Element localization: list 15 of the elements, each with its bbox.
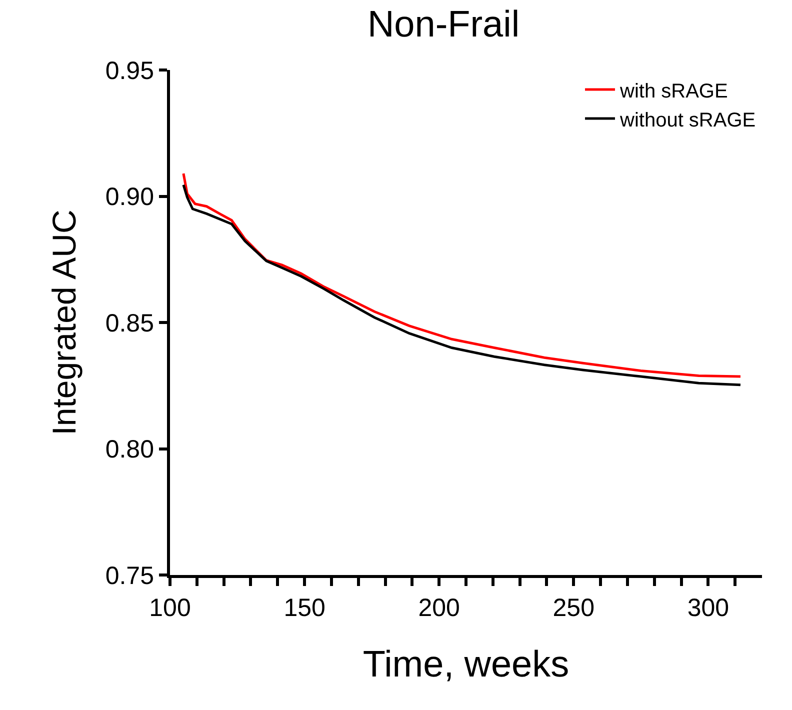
y-tick-label: 0.75 — [105, 562, 154, 590]
x-axis-title: Time, weeks — [362, 643, 570, 684]
x-tick-label: 300 — [687, 594, 730, 622]
y-axis-title: Integrated AUC — [45, 210, 82, 436]
legend-label: without sRAGE — [619, 109, 756, 132]
y-tick-label: 0.85 — [105, 309, 154, 338]
y-tick-label: 0.95 — [105, 56, 154, 85]
y-tick-label: 0.80 — [105, 436, 154, 464]
x-tick-label: 100 — [149, 594, 191, 622]
y-tick-label: 0.90 — [105, 183, 154, 211]
legend-label: with sRAGE — [619, 80, 728, 102]
x-tick-label: 250 — [552, 594, 594, 622]
chart-title: Non-Frail — [367, 4, 520, 45]
x-tick-label: 150 — [284, 594, 326, 622]
x-tick-label: 200 — [418, 594, 460, 622]
